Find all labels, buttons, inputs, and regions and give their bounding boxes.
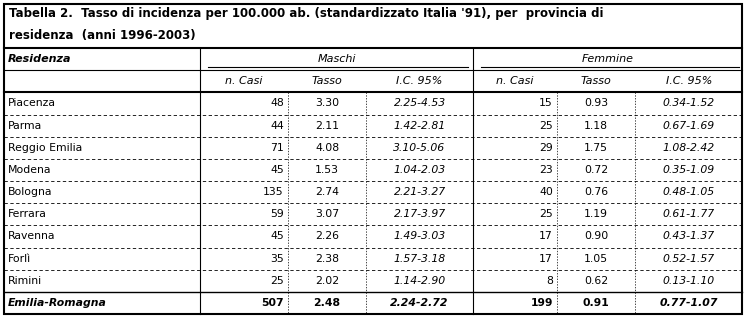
Text: 0.67-1.69: 0.67-1.69 xyxy=(662,121,715,131)
Text: 1.18: 1.18 xyxy=(584,121,608,131)
Text: 2.38: 2.38 xyxy=(315,253,339,264)
Text: 1.42-2.81: 1.42-2.81 xyxy=(393,121,445,131)
Text: 1.05: 1.05 xyxy=(584,253,608,264)
Text: 1.75: 1.75 xyxy=(584,143,608,153)
Text: 59: 59 xyxy=(270,209,283,219)
Text: 1.08-2.42: 1.08-2.42 xyxy=(662,143,715,153)
Text: Residenza: Residenza xyxy=(8,54,72,64)
Text: 0.48-1.05: 0.48-1.05 xyxy=(662,187,715,197)
Text: 45: 45 xyxy=(270,165,283,175)
Text: 2.25-4.53: 2.25-4.53 xyxy=(393,98,445,108)
Text: Piacenza: Piacenza xyxy=(8,98,56,108)
Text: 4.08: 4.08 xyxy=(315,143,339,153)
Text: n. Casi: n. Casi xyxy=(496,76,533,86)
Text: 71: 71 xyxy=(270,143,283,153)
Text: 25: 25 xyxy=(539,209,553,219)
Text: 2.11: 2.11 xyxy=(315,121,339,131)
Text: 2.02: 2.02 xyxy=(315,276,339,286)
Text: 1.19: 1.19 xyxy=(584,209,608,219)
Text: 0.34-1.52: 0.34-1.52 xyxy=(662,98,715,108)
Text: Ravenna: Ravenna xyxy=(8,232,55,241)
Text: Tasso: Tasso xyxy=(312,76,342,86)
Text: 35: 35 xyxy=(270,253,283,264)
Text: 0.91: 0.91 xyxy=(583,298,609,308)
Text: Forlì: Forlì xyxy=(8,253,31,264)
Text: Emilia-Romagna: Emilia-Romagna xyxy=(8,298,107,308)
Text: I.C. 95%: I.C. 95% xyxy=(665,76,712,86)
Text: 507: 507 xyxy=(261,298,283,308)
Text: 0.72: 0.72 xyxy=(584,165,608,175)
Text: Ferrara: Ferrara xyxy=(8,209,47,219)
Text: 15: 15 xyxy=(539,98,553,108)
Text: 0.76: 0.76 xyxy=(584,187,608,197)
Text: 0.93: 0.93 xyxy=(584,98,608,108)
Text: 1.57-3.18: 1.57-3.18 xyxy=(393,253,445,264)
Text: Rimini: Rimini xyxy=(8,276,42,286)
Text: 3.10-5.06: 3.10-5.06 xyxy=(393,143,445,153)
Text: n. Casi: n. Casi xyxy=(225,76,263,86)
Text: 0.43-1.37: 0.43-1.37 xyxy=(662,232,715,241)
Text: 29: 29 xyxy=(539,143,553,153)
Text: 2.26: 2.26 xyxy=(315,232,339,241)
Text: 2.24-2.72: 2.24-2.72 xyxy=(390,298,449,308)
Text: Maschi: Maschi xyxy=(317,54,356,64)
Text: Tasso: Tasso xyxy=(581,76,612,86)
Text: 25: 25 xyxy=(270,276,283,286)
Text: 135: 135 xyxy=(263,187,283,197)
Text: 0.35-1.09: 0.35-1.09 xyxy=(662,165,715,175)
Text: 2.74: 2.74 xyxy=(315,187,339,197)
Text: 3.30: 3.30 xyxy=(315,98,339,108)
Text: 1.14-2.90: 1.14-2.90 xyxy=(393,276,445,286)
Text: 25: 25 xyxy=(539,121,553,131)
Text: 1.04-2.03: 1.04-2.03 xyxy=(393,165,445,175)
Text: 2.48: 2.48 xyxy=(313,298,340,308)
Text: Femmine: Femmine xyxy=(581,54,633,64)
Text: 44: 44 xyxy=(270,121,283,131)
Text: 0.77-1.07: 0.77-1.07 xyxy=(659,298,718,308)
Text: Modena: Modena xyxy=(8,165,51,175)
Text: 199: 199 xyxy=(530,298,553,308)
Text: 23: 23 xyxy=(539,165,553,175)
Text: residenza  (anni 1996-2003): residenza (anni 1996-2003) xyxy=(9,29,195,42)
Text: 0.90: 0.90 xyxy=(584,232,608,241)
Text: Tabella 2.  Tasso di incidenza per 100.000 ab. (standardizzato Italia '91), per : Tabella 2. Tasso di incidenza per 100.00… xyxy=(9,7,604,20)
Text: 0.52-1.57: 0.52-1.57 xyxy=(662,253,715,264)
Text: Parma: Parma xyxy=(8,121,43,131)
Text: 45: 45 xyxy=(270,232,283,241)
Text: 2.21-3.27: 2.21-3.27 xyxy=(393,187,445,197)
Text: 0.62: 0.62 xyxy=(584,276,608,286)
Text: 48: 48 xyxy=(270,98,283,108)
Text: Reggio Emilia: Reggio Emilia xyxy=(8,143,82,153)
Text: 17: 17 xyxy=(539,232,553,241)
Text: 2.17-3.97: 2.17-3.97 xyxy=(393,209,445,219)
Text: 8: 8 xyxy=(546,276,553,286)
Text: 0.13-1.10: 0.13-1.10 xyxy=(662,276,715,286)
Text: 0.61-1.77: 0.61-1.77 xyxy=(662,209,715,219)
Text: I.C. 95%: I.C. 95% xyxy=(396,76,442,86)
Text: 40: 40 xyxy=(539,187,553,197)
Text: 17: 17 xyxy=(539,253,553,264)
Text: 1.49-3.03: 1.49-3.03 xyxy=(393,232,445,241)
Text: 3.07: 3.07 xyxy=(315,209,339,219)
Text: 1.53: 1.53 xyxy=(315,165,339,175)
Text: Bologna: Bologna xyxy=(8,187,52,197)
